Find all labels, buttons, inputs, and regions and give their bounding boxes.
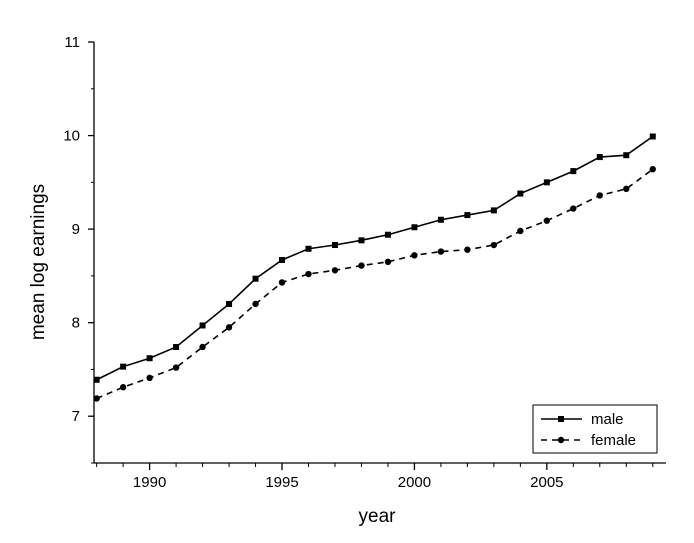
x-tick-label: 2005 [530,474,563,491]
data-point-female [172,364,180,371]
data-point-female [543,217,551,224]
data-point-female [358,262,365,269]
y-tick-label: 11 [64,34,80,51]
data-point-male [199,322,206,329]
data-point-female [437,248,445,255]
x-tick-label: 2000 [398,474,431,491]
data-point-male [623,152,630,159]
data-point-male [305,245,312,252]
data-point-female [623,185,630,193]
legend: male female [532,404,658,454]
data-point-female [119,384,127,391]
y-tick-label: 9 [72,221,80,238]
y-axis-ticks: 7 8 9 10 11 [63,34,94,464]
plot-area [93,133,656,402]
data-point-male [173,343,180,350]
data-point-female [93,395,100,402]
legend-label-female: female [591,432,636,449]
data-point-male [226,300,233,307]
data-point-male [331,242,338,249]
data-point-female [384,258,392,266]
data-point-male [146,355,153,362]
data-point-male [93,376,100,383]
data-point-female [596,192,603,199]
data-point-male [517,190,524,197]
x-axis-title: year [359,506,397,527]
x-tick-label: 1990 [133,474,166,491]
legend-marker-female [557,436,565,444]
x-tick-label: 1995 [265,474,298,491]
y-tick-label: 8 [72,315,80,332]
data-point-female [649,166,656,173]
data-point-male [411,224,418,231]
data-point-female [146,374,153,382]
data-point-male [358,237,365,244]
data-point-male [384,231,391,238]
data-point-male [543,179,550,186]
data-point-male [570,168,577,175]
data-point-male [596,154,603,161]
data-point-female [517,227,524,235]
data-point-female [305,270,312,278]
data-point-female [278,279,286,286]
series-line-male [96,135,654,381]
data-point-female [490,241,498,249]
data-point-female [252,300,259,308]
data-point-male [252,275,259,282]
y-tick-label: 10 [63,128,80,145]
data-point-male [120,363,127,370]
data-point-female [199,343,206,351]
data-point-male [279,256,286,263]
legend-label-male: male [591,411,624,428]
data-point-male [490,207,497,214]
y-tick-label: 7 [72,408,80,425]
x-axis-ticks: 1990 1995 2000 2005 [96,463,654,491]
data-point-female [331,267,339,274]
series-line-female [96,168,654,400]
data-point-male [464,212,471,219]
data-point-female [411,252,418,259]
data-point-male [649,133,656,140]
data-point-female [570,205,577,212]
data-point-female [464,246,471,253]
y-axis-title: mean log earnings [28,184,49,340]
data-point-female [225,324,233,331]
data-point-male [437,216,444,223]
legend-marker-male [558,416,564,422]
legend-box [532,404,658,454]
